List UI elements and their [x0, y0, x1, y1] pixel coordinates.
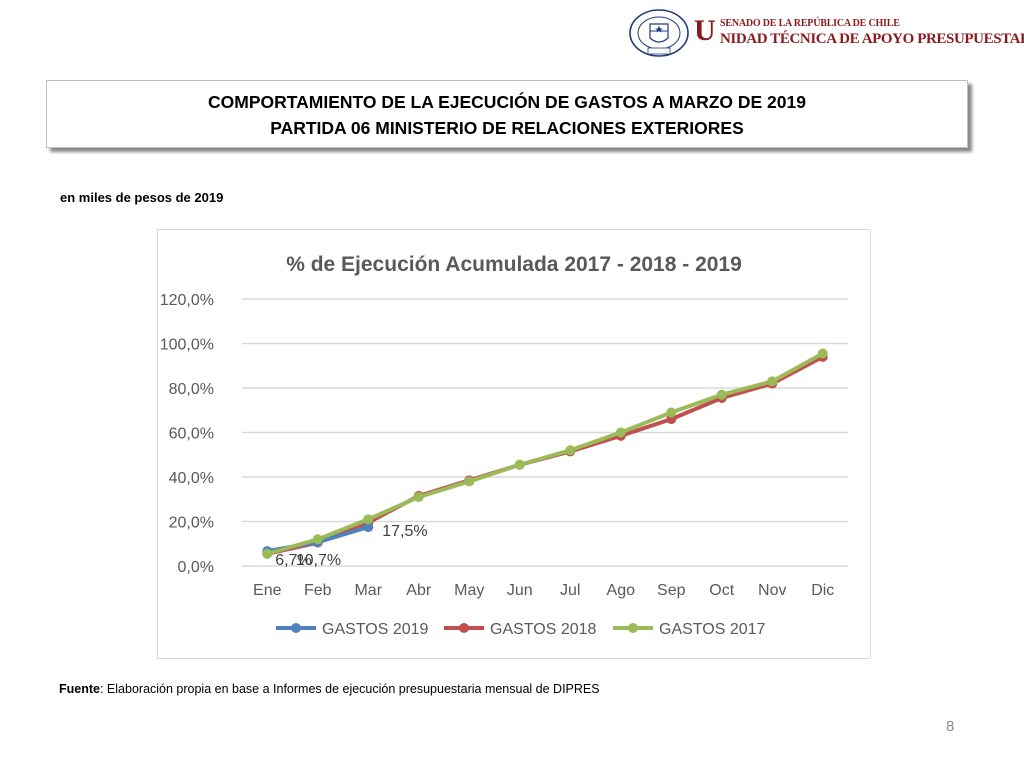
chart-title: % de Ejecución Acumulada 2017 - 2018 - 2…: [286, 253, 742, 276]
y-tick-label: 100,0%: [160, 337, 214, 354]
series-line: [265, 351, 825, 556]
x-tick-label: Dic: [811, 582, 834, 599]
data-label: 6,7%: [275, 552, 311, 569]
data-point: [666, 407, 677, 418]
page-number: 8: [946, 718, 955, 735]
senado-seal-icon: [629, 9, 689, 57]
x-tick-label: Mar: [354, 582, 382, 599]
source-text: : Elaboración propia en base a Informes …: [99, 682, 600, 696]
source-label: Fuente: [59, 682, 100, 696]
logo: U SENADO DE LA REPÚBLICA DE CHILE NIDAD …: [628, 8, 1024, 58]
data-point: [464, 476, 475, 487]
data-point: [615, 427, 626, 438]
x-tick-label: Jun: [507, 582, 533, 599]
units-label: en miles de pesos de 2019: [60, 190, 224, 205]
logo-bottom-text: NIDAD TÉCNICA DE APOYO PRESUPUESTARIO: [720, 31, 1024, 47]
data-point: [767, 376, 778, 387]
x-tick-label: Ene: [253, 582, 282, 599]
logo-top-text: SENADO DE LA REPÚBLICA DE CHILE: [720, 18, 900, 29]
chart-container: % de Ejecución Acumulada 2017 - 2018 - 2…: [157, 229, 871, 659]
data-point: [363, 514, 374, 525]
x-tick-label: Ago: [607, 582, 636, 599]
data-point: [262, 548, 273, 559]
legend-label: GASTOS 2018: [490, 621, 597, 638]
y-tick-label: 60,0%: [169, 426, 214, 443]
data-point: [312, 534, 323, 545]
y-tick-label: 120,0%: [160, 292, 214, 309]
title-line-1: COMPORTAMIENTO DE LA EJECUCIÓN DE GASTOS…: [208, 92, 806, 112]
data-point: [514, 459, 525, 470]
title-box: COMPORTAMIENTO DE LA EJECUCIÓN DE GASTOS…: [46, 80, 968, 148]
x-tick-label: Nov: [758, 582, 786, 599]
x-tick-label: Oct: [709, 582, 734, 599]
data-point: [565, 445, 576, 456]
logo-initial: U: [694, 14, 716, 47]
y-tick-label: 40,0%: [169, 470, 214, 487]
x-tick-label: Sep: [657, 582, 686, 599]
y-tick-label: 80,0%: [169, 381, 214, 398]
source-note: Fuente: Elaboración propia en base a Inf…: [59, 682, 600, 696]
legend-label: GASTOS 2017: [659, 621, 766, 638]
data-label: 17,5%: [382, 523, 427, 540]
title-line-2: PARTIDA 06 MINISTERIO DE RELACIONES EXTE…: [270, 118, 744, 138]
data-point: [817, 348, 828, 359]
legend-label: GASTOS 2019: [322, 621, 429, 638]
x-tick-label: Abr: [406, 582, 432, 599]
x-tick-label: May: [454, 582, 484, 599]
data-point: [363, 522, 374, 533]
x-tick-label: Feb: [304, 582, 332, 599]
data-point: [413, 492, 424, 503]
y-tick-label: 20,0%: [169, 515, 214, 532]
legend-marker: [291, 623, 301, 633]
x-tick-label: Jul: [560, 582, 580, 599]
legend-marker: [628, 623, 638, 633]
legend-marker: [459, 623, 469, 633]
data-point: [716, 389, 727, 400]
data-label: 10,7%: [296, 552, 341, 569]
y-tick-label: 0,0%: [178, 559, 214, 576]
line-chart: % de Ejecución Acumulada 2017 - 2018 - 2…: [160, 253, 848, 638]
